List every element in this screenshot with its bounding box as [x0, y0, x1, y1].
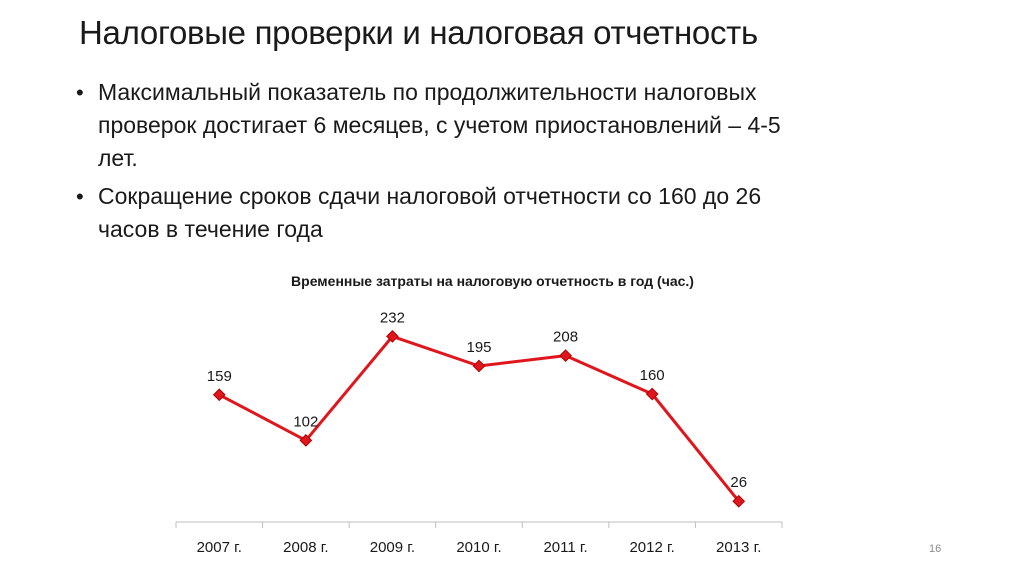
data-point: [645, 387, 659, 401]
data-point: [559, 349, 572, 362]
x-tick-label: 2008 г.: [283, 539, 328, 556]
data-label: 102: [293, 413, 318, 430]
bullet-line: Сокращение сроков сдачи налоговой отчетн…: [98, 183, 762, 209]
chart-title: Временные затраты на налоговую отчетност…: [291, 273, 694, 289]
data-point: [732, 494, 746, 508]
bullet-item-audit-duration: • Максимальный показатель по продолжител…: [74, 76, 904, 175]
bullet-marker: •: [76, 184, 84, 209]
bullet-line: Максимальный показатель по продолжительн…: [98, 79, 757, 105]
data-label: 160: [640, 367, 665, 384]
page-number: 16: [929, 543, 942, 555]
data-point: [299, 434, 313, 447]
data-point: [212, 388, 226, 402]
data-label: 159: [207, 368, 232, 385]
bullet-list: • Максимальный показатель по продолжител…: [74, 76, 904, 251]
x-tick-label: 2013 г.: [716, 539, 761, 556]
bullet-line: часов в течение года: [98, 216, 323, 242]
bullet-line: проверок достигает 6 месяцев, с учетом п…: [98, 112, 781, 138]
slide-title: Налоговые проверки и налоговая отчетност…: [79, 14, 758, 51]
data-label: 232: [380, 309, 405, 326]
bullet-line: лет.: [98, 145, 138, 171]
x-tick-label: 2011 г.: [543, 539, 587, 556]
data-point: [472, 359, 486, 373]
x-tick-label: 2007 г.: [197, 539, 242, 556]
x-tick-label: 2010 г.: [456, 539, 501, 556]
data-label: 208: [553, 329, 578, 346]
x-tick-label: 2012 г.: [629, 539, 674, 556]
data-label: 195: [466, 339, 491, 356]
data-label: 26: [730, 474, 747, 491]
data-point: [386, 330, 399, 343]
x-tick-label: 2009 г.: [370, 539, 415, 556]
bullet-item-reporting-time: • Сокращение сроков сдачи налоговой отче…: [74, 180, 904, 246]
bullet-marker: •: [76, 80, 84, 105]
